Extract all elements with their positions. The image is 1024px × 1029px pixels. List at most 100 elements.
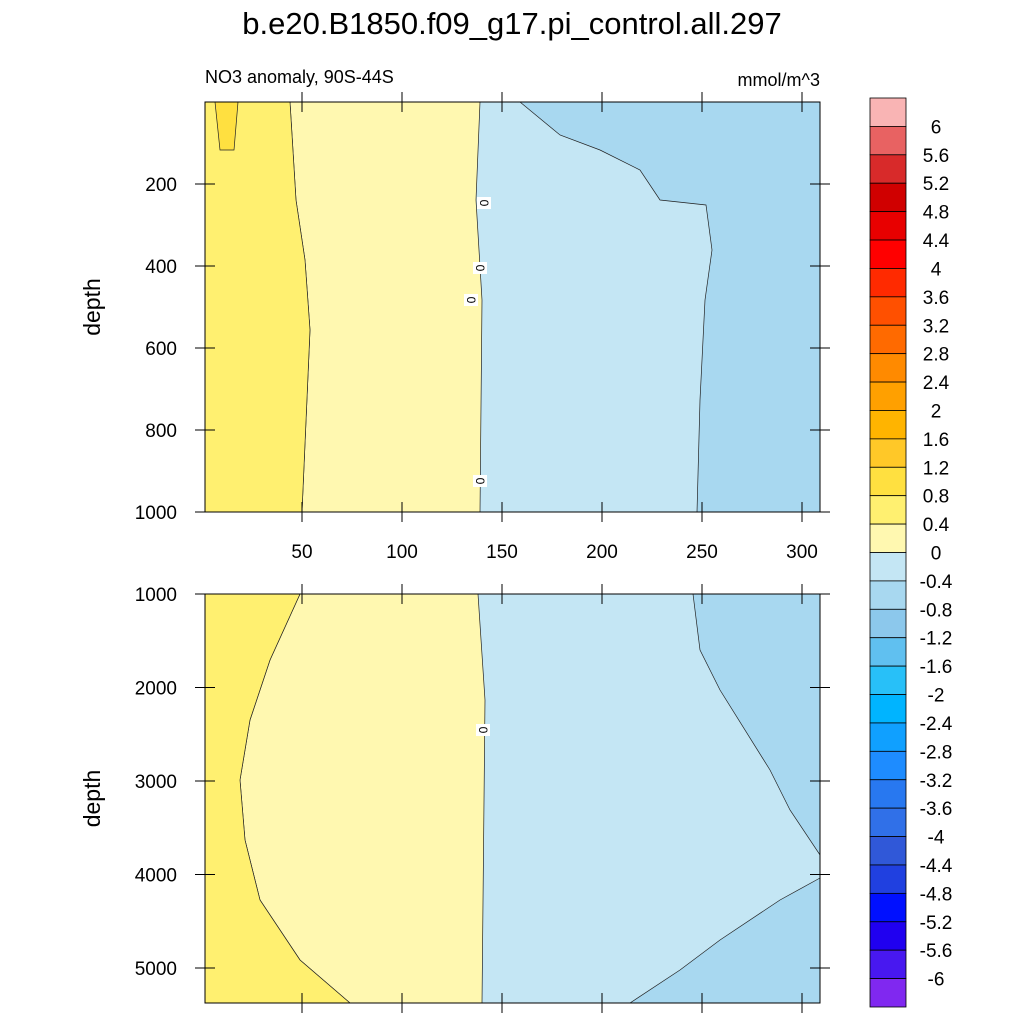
colorbar-box: [869, 949, 907, 979]
y-tick-label: 400: [145, 257, 177, 278]
x-tick-label: 50: [291, 542, 312, 563]
colorbar-label: 2.8: [923, 345, 949, 366]
colorbar-label: -1.2: [920, 629, 953, 650]
colorbar-box: [869, 268, 907, 298]
y-tick-label: 1000: [135, 503, 177, 524]
colorbar-box: [869, 324, 907, 355]
x-tick-label: 250: [686, 542, 718, 563]
colorbar-label: -2.8: [920, 742, 953, 763]
panel-top: [204, 101, 821, 513]
colorbar-label: 2: [931, 401, 942, 422]
colorbar-box: [869, 353, 907, 383]
colorbar-box: [869, 637, 907, 667]
colorbar-label: 0: [931, 544, 942, 565]
colorbar-box: [869, 182, 907, 213]
y-tick-label: 2000: [135, 678, 177, 699]
colorbar-box: [869, 864, 907, 894]
colorbar-box: [869, 722, 907, 752]
colorbar-box: [869, 807, 907, 837]
y-tick-label: 600: [145, 339, 177, 360]
contour-label: 0: [464, 297, 478, 304]
colorbar-label: -4.4: [920, 856, 953, 877]
colorbar-label: 4.4: [923, 231, 950, 252]
y-tick-label: 4000: [135, 865, 177, 886]
colorbar-box: [869, 608, 907, 639]
x-tick-label: 100: [386, 542, 418, 563]
colorbar-box: [869, 552, 907, 582]
colorbar-box: [869, 580, 907, 610]
x-tick-label: 300: [786, 542, 818, 563]
colorbar-box: [869, 296, 907, 326]
colorbar-box: [869, 438, 907, 468]
contour-label-bg: [473, 262, 487, 274]
x-tick-label: 150: [486, 542, 518, 563]
colorbar-label: 5.2: [923, 174, 949, 195]
colorbar-box: [869, 921, 907, 951]
panel-bottom: [204, 593, 821, 1004]
colorbar-box: [869, 694, 907, 724]
colorbar-label: 4: [931, 259, 942, 280]
colorbar-label: -5.6: [920, 941, 953, 962]
colorbar-box: [869, 154, 907, 184]
colorbar-label: 2.4: [923, 373, 950, 394]
contour-label: 0: [473, 478, 487, 485]
colorbar-label: 3.6: [923, 288, 949, 309]
plot-frame: [204, 593, 821, 1004]
colorbar-box: [869, 750, 907, 781]
colorbar-box: [869, 211, 907, 241]
contour-label: 0: [473, 265, 487, 272]
subtitle: NO3 anomaly, 90S-44S: [205, 67, 394, 87]
colorbar-label: 6: [931, 117, 942, 138]
y-tick-label: 1000: [135, 585, 177, 606]
colorbar-label: 4.8: [923, 203, 949, 224]
colorbar-label: 0.8: [923, 487, 949, 508]
colorbar-box: [869, 978, 907, 1008]
colorbar-box: [869, 126, 907, 156]
colorbar-label: -2: [928, 686, 945, 707]
colorbar-label: -3.2: [920, 771, 953, 792]
colorbar-label: -0.4: [920, 572, 953, 593]
units: mmol/m^3: [738, 70, 820, 90]
colorbar-box: [869, 892, 907, 923]
colorbar-label: 5.6: [923, 146, 949, 167]
y-axis-label: depth: [79, 278, 105, 336]
colorbar-label: -6: [928, 970, 945, 991]
colorbar-label: 1.6: [923, 430, 949, 451]
colorbar-label: -4.8: [920, 884, 953, 905]
contour-label: 0: [476, 727, 490, 734]
colorbar-label: 3.2: [923, 316, 949, 337]
colorbar-box: [869, 410, 907, 440]
contour-label-bg: [473, 475, 487, 487]
chart-title: b.e20.B1850.f09_g17.pi_control.all.297: [242, 6, 782, 41]
contour-label-bg: [464, 294, 478, 306]
colorbar-box: [869, 523, 907, 553]
colorbar-label: -4: [928, 828, 945, 849]
colorbar-label: 0.4: [923, 515, 950, 536]
colorbar-label: 1.2: [923, 458, 949, 479]
contour-label-bg: [477, 197, 491, 209]
contour-label: 0: [477, 200, 491, 207]
colorbar-box: [869, 97, 907, 127]
colorbar-box: [869, 239, 907, 269]
contour-label-bg: [476, 724, 490, 736]
colorbar-box: [869, 466, 907, 497]
y-tick-label: 3000: [135, 772, 177, 793]
x-tick-label: 200: [586, 542, 618, 563]
y-tick-label: 800: [145, 421, 177, 442]
colorbar-box: [869, 779, 907, 809]
colorbar-label: -0.8: [920, 600, 953, 621]
region: [289, 101, 483, 513]
colorbar-box: [869, 665, 907, 695]
colorbar-box: [869, 381, 907, 411]
colorbar-label: -2.4: [920, 714, 953, 735]
colorbar-label: -5.2: [920, 913, 953, 934]
y-tick-label: 5000: [135, 959, 177, 980]
y-axis-label: depth: [79, 770, 105, 828]
plot-frame: [204, 101, 821, 513]
colorbar-label: -1.6: [920, 657, 953, 678]
colorbar-label: -3.6: [920, 799, 953, 820]
y-tick-label: 200: [145, 175, 177, 196]
colorbar-box: [869, 836, 907, 866]
colorbar-box: [869, 495, 907, 525]
